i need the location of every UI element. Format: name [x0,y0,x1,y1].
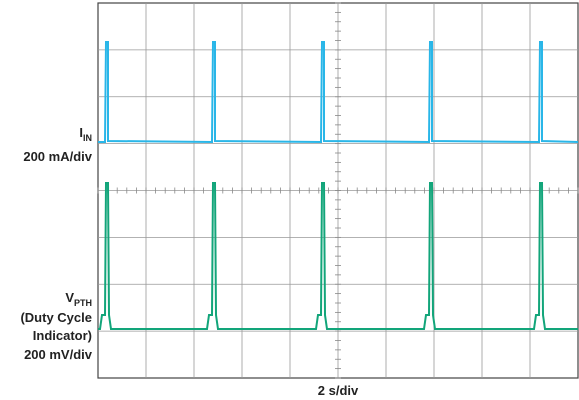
channel-symbol: I [79,125,83,140]
channel-1-label: IIN [79,125,92,143]
channel-2-note: Indicator) [33,328,92,343]
trace-current [98,41,579,144]
channel-subscript: IN [83,133,92,143]
channel-2-scale: 200 mV/div [24,347,93,362]
traces [98,41,579,330]
channel-2-note: (Duty Cycle [20,310,92,325]
trace-duty [98,182,578,330]
channel-subscript: PTH [74,298,92,308]
channel-2-label: VPTH [65,290,92,308]
timebase-label: 2 s/div [318,383,359,398]
channel-symbol: V [65,290,74,305]
channel-1-scale: 200 mA/div [23,149,92,164]
